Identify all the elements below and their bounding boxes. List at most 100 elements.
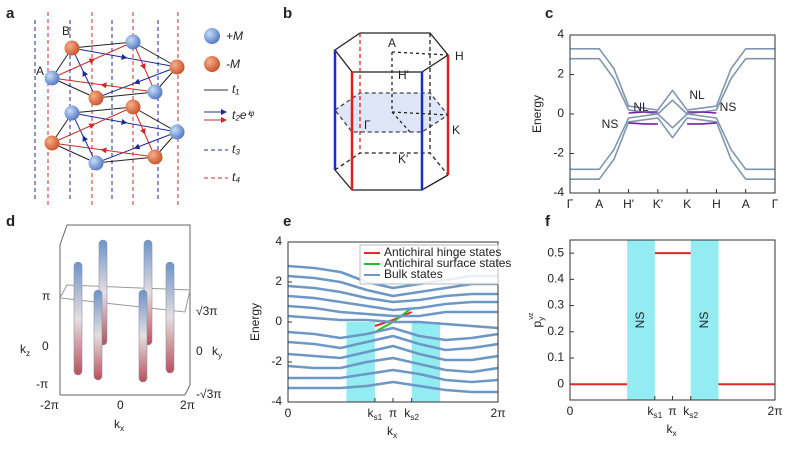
plot-area bbox=[570, 48, 775, 180]
x-tick-label: 0 bbox=[567, 404, 574, 418]
x-tick-label: ks1 bbox=[647, 404, 662, 420]
y-axis-title: Energy bbox=[530, 95, 544, 133]
bond bbox=[95, 91, 156, 99]
legend-label: t₃ bbox=[232, 142, 240, 156]
point-label: K' bbox=[398, 152, 408, 166]
site bbox=[147, 84, 163, 100]
y-tick-label: 0.2 bbox=[547, 324, 564, 338]
hopping-arrow bbox=[100, 82, 156, 93]
x-tick-label: ks2 bbox=[404, 406, 419, 422]
chart: -4 -2 0 2 4 Γ A H' K' K H A Γ Energy NS NL NL NS bbox=[530, 27, 779, 211]
chart: -4 -2 0 2 4 0 ks1 π ks2 2π Energy kx Antichiral hing… bbox=[248, 234, 511, 440]
tick-label: -√3π bbox=[196, 387, 222, 401]
hinge-rod bbox=[138, 289, 148, 383]
point-label: H bbox=[455, 49, 464, 63]
shaded-region bbox=[627, 240, 655, 400]
band bbox=[288, 326, 498, 342]
site bbox=[88, 90, 104, 106]
y-tick-label: -2 bbox=[553, 146, 564, 160]
hinge-rod bbox=[73, 261, 83, 376]
x-tick-label: H bbox=[712, 197, 721, 211]
bond bbox=[71, 106, 134, 114]
band bbox=[288, 344, 498, 362]
region-label: NS bbox=[633, 312, 647, 329]
bond bbox=[132, 41, 178, 68]
series-line bbox=[570, 252, 775, 386]
tick-label: -2π bbox=[40, 398, 59, 412]
x-tick-label: π bbox=[668, 404, 676, 418]
x-tick-label: A bbox=[742, 197, 750, 211]
plot-area bbox=[288, 264, 498, 394]
plot-area bbox=[570, 252, 775, 386]
series-line bbox=[628, 122, 717, 125]
site bbox=[125, 99, 141, 115]
brillouin-zone bbox=[333, 32, 450, 191]
panel-label: f bbox=[545, 213, 551, 230]
y-tick-label: 4 bbox=[275, 234, 282, 248]
panel-label: e bbox=[283, 213, 291, 230]
point-label: A bbox=[388, 36, 396, 50]
y-tick-label: 0.3 bbox=[547, 298, 564, 312]
y-tick-label: -4 bbox=[271, 394, 282, 408]
band bbox=[288, 294, 498, 312]
hopping-line bbox=[124, 122, 178, 133]
tick-label: 0 bbox=[42, 339, 49, 353]
hopping-line bbox=[51, 77, 104, 86]
legend-label: t₄ bbox=[232, 170, 240, 184]
site-label: A bbox=[36, 64, 44, 78]
hopping-arrow bbox=[100, 147, 156, 158]
site-label: B bbox=[62, 24, 70, 38]
axis-line bbox=[391, 51, 449, 56]
site bbox=[147, 149, 163, 165]
panel-label: d bbox=[6, 213, 15, 230]
legend-label: Bulk states bbox=[384, 267, 443, 281]
hinge-rod bbox=[165, 261, 175, 374]
y-tick-label: 2 bbox=[275, 274, 282, 288]
legend-sphere bbox=[204, 28, 220, 44]
legend-label: +M bbox=[226, 29, 243, 43]
site bbox=[44, 135, 60, 151]
series-line bbox=[570, 57, 775, 115]
site bbox=[64, 40, 80, 56]
band bbox=[288, 304, 498, 318]
x-tick-label: K bbox=[683, 197, 691, 211]
tick-label: π bbox=[42, 289, 50, 303]
plot-frame bbox=[569, 239, 776, 401]
y-tick-label: 4 bbox=[557, 27, 564, 41]
point-label: Γ bbox=[364, 118, 371, 132]
site bbox=[169, 59, 185, 75]
annotation: NS bbox=[720, 100, 737, 114]
annotation: NL bbox=[633, 100, 649, 114]
annotation: NL bbox=[689, 88, 705, 102]
tick-label: 2π bbox=[180, 398, 195, 412]
axis-label: ky bbox=[212, 344, 223, 360]
tick-label: 0 bbox=[196, 344, 203, 358]
axis-line bbox=[391, 111, 411, 133]
box-edge bbox=[184, 384, 191, 396]
point-label: H' bbox=[398, 68, 409, 82]
site bbox=[169, 124, 185, 140]
panel-label: c bbox=[545, 5, 553, 22]
y-tick-label: 0 bbox=[275, 314, 282, 328]
x-tick-label: ks2 bbox=[683, 404, 698, 420]
point-label: K bbox=[452, 123, 460, 137]
band bbox=[288, 368, 498, 384]
bottom-back bbox=[334, 152, 449, 176]
lattice-diagram bbox=[34, 12, 185, 208]
bond bbox=[51, 142, 97, 164]
band bbox=[288, 274, 498, 298]
hinge-rods bbox=[73, 239, 175, 383]
legend-label: Antichiral surface states bbox=[384, 256, 511, 270]
box-edge bbox=[59, 224, 191, 395]
legend-box bbox=[359, 244, 499, 285]
y-axis-title: pyνz bbox=[526, 312, 546, 327]
x-tick-label: π bbox=[389, 406, 397, 420]
legend-label: t₁ bbox=[232, 82, 239, 96]
x-tick-label: Γ bbox=[567, 197, 574, 211]
x-axis-title: kx bbox=[667, 422, 678, 438]
site bbox=[44, 70, 60, 86]
series-line bbox=[570, 48, 775, 111]
series-line bbox=[628, 111, 717, 114]
site bbox=[125, 34, 141, 50]
